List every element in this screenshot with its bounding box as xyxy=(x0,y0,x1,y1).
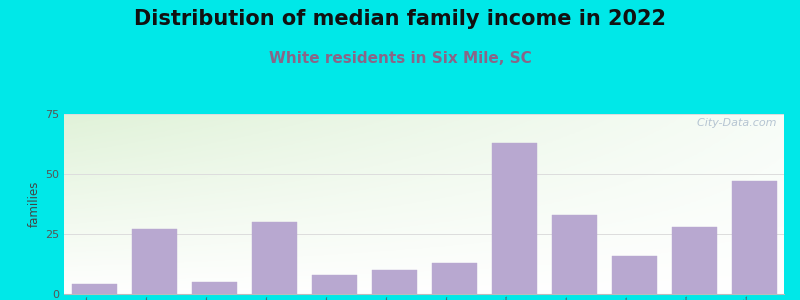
Bar xyxy=(131,229,177,294)
Bar xyxy=(731,181,777,294)
Bar xyxy=(491,143,537,294)
Text: Distribution of median family income in 2022: Distribution of median family income in … xyxy=(134,9,666,29)
Text: City-Data.com: City-Data.com xyxy=(690,118,777,128)
Bar xyxy=(611,256,657,294)
Bar xyxy=(251,222,297,294)
Bar xyxy=(431,263,477,294)
Bar xyxy=(671,227,717,294)
Bar xyxy=(371,270,417,294)
Bar xyxy=(551,215,597,294)
Text: White residents in Six Mile, SC: White residents in Six Mile, SC xyxy=(269,51,531,66)
Bar xyxy=(311,275,357,294)
Y-axis label: families: families xyxy=(28,181,41,227)
Bar xyxy=(71,284,117,294)
Bar xyxy=(191,282,237,294)
